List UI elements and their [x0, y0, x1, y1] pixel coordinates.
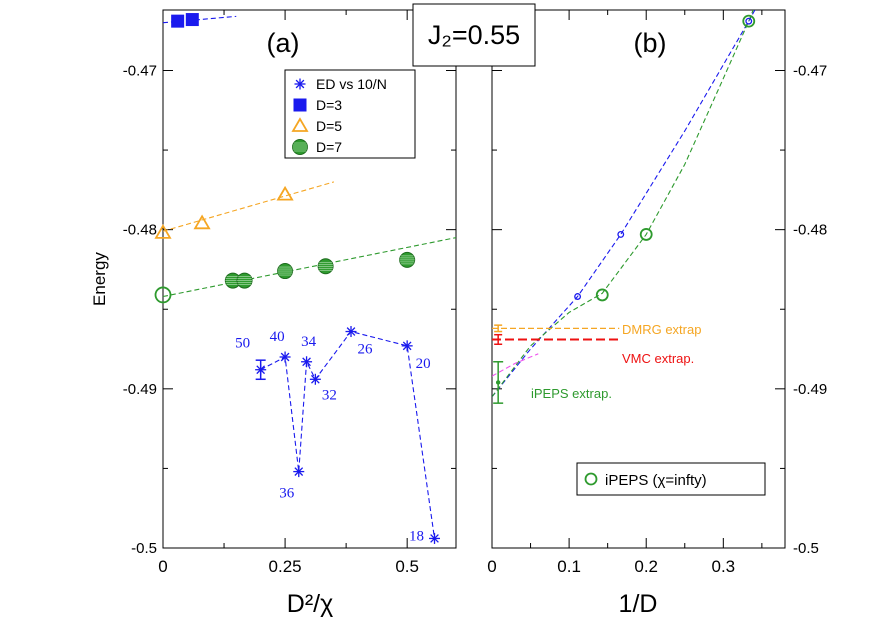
- point-d-7-2: [236, 272, 253, 289]
- x-tick-label-b-3: 0.3: [711, 557, 735, 576]
- y-tick-label-a-1: -0.49: [123, 381, 157, 398]
- j2-label-box: [412, 3, 536, 67]
- point-d-7-5: [399, 251, 416, 268]
- point-ed-vs-10-n-4: [309, 373, 321, 385]
- fit-line-d-5: [162, 181, 335, 232]
- ed-size-label-26: 26: [358, 342, 374, 358]
- ed-size-label-18: 18: [409, 528, 424, 544]
- legend-a-marker-1: [293, 98, 307, 112]
- ed-size-label-36: 36: [279, 486, 295, 502]
- panel-b-frame: [491, 9, 786, 549]
- point-b-0-0: [742, 14, 756, 28]
- ed-size-label-34: 34: [301, 334, 317, 350]
- ed-size-label-40: 40: [270, 329, 285, 345]
- x-tick-label-a-2: 0.5: [395, 557, 419, 576]
- ed-size-label-50: 50: [235, 336, 250, 352]
- legend-a-label-3: D=7: [316, 139, 342, 155]
- fit-line-d-7: [162, 237, 457, 298]
- ipeps-extrap-label: iPEPS extrap.: [531, 386, 612, 401]
- point-ed-vs-10-n-7: [429, 532, 441, 544]
- ed-size-label-20: 20: [416, 356, 431, 372]
- y-axis-label: Energy: [90, 252, 109, 306]
- legend-a-label-0: ED vs 10/N: [316, 76, 387, 92]
- y-tick-label-b-3: -0.47: [793, 62, 827, 79]
- point-d-7-0: [154, 286, 172, 304]
- point-d-5-0: [154, 224, 172, 239]
- point-d-7-4: [317, 258, 334, 275]
- x-tick-label-b-2: 0.2: [634, 557, 658, 576]
- fit-curve-b-1: [492, 10, 754, 398]
- point-d-5-1: [193, 214, 211, 230]
- point-d-3-0: [171, 14, 185, 28]
- point-b-1-0: [745, 17, 753, 25]
- point-ed-vs-10-n-5: [345, 326, 357, 338]
- point-b-1-2: [574, 293, 582, 300]
- y-tick-label-a-3: -0.47: [123, 62, 157, 79]
- dmrg-label: DMRG extrap: [622, 322, 701, 337]
- x-tick-label-a-0: 0: [158, 557, 167, 576]
- legend-a-marker-2: [291, 117, 309, 132]
- panel-label-a: (a): [267, 28, 300, 58]
- ipeps-extrap-point: [495, 380, 501, 385]
- y-tick-label-a-0: -0.5: [131, 540, 157, 557]
- legend-a-marker-0: [294, 78, 306, 90]
- x-tick-label-b-0: 0: [487, 557, 496, 576]
- point-b-0-1: [639, 228, 653, 241]
- x-tick-label-b-1: 0.1: [557, 557, 581, 576]
- x-tick-label-a-1: 0.25: [269, 557, 302, 576]
- point-ed-vs-10-n-2: [293, 466, 305, 478]
- legend-a-label-1: D=3: [316, 97, 342, 113]
- y-tick-label-a-2: -0.48: [123, 222, 157, 239]
- y-tick-label-b-1: -0.49: [793, 381, 827, 398]
- legend-b-box: [576, 462, 766, 496]
- point-ed-vs-10-n-3: [301, 356, 313, 368]
- point-d-5-2: [276, 185, 294, 201]
- y-tick-label-b-0: -0.5: [793, 540, 819, 557]
- fit-curve-b-2: [492, 353, 539, 377]
- point-b-0-2: [595, 288, 609, 302]
- point-b-1-1: [617, 230, 625, 238]
- ed-size-label-32: 32: [322, 387, 337, 403]
- point-ed-vs-10-n-6: [401, 340, 413, 352]
- panel-label-b: (b): [634, 28, 667, 58]
- legend-a-marker-3: [292, 139, 308, 155]
- x-axis-label-b: 1/D: [619, 590, 658, 618]
- ed-connect-line: [260, 330, 436, 539]
- point-ed-vs-10-n-0: [255, 364, 267, 376]
- fit-curve-b-0: [492, 10, 756, 398]
- y-tick-label-b-2: -0.48: [793, 222, 827, 239]
- x-axis-label-a: D²/χ: [287, 590, 333, 618]
- point-d-3-1: [185, 13, 199, 27]
- panel-a-frame: [162, 9, 457, 549]
- legend-b-marker: [584, 472, 598, 486]
- point-ed-vs-10-n-1: [279, 351, 291, 363]
- vmc-label: VMC extrap.: [622, 351, 694, 366]
- legend-a-label-2: D=5: [316, 118, 342, 134]
- legend-b-label: iPEPS (χ=infty): [605, 472, 707, 489]
- j2-label: J₂=0.55: [428, 20, 520, 50]
- point-d-7-3: [277, 263, 294, 280]
